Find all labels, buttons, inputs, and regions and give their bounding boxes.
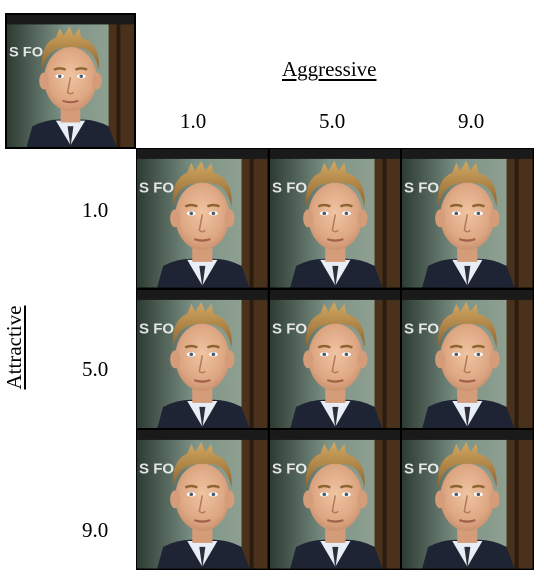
grid-cell-r1-c3 <box>402 149 533 288</box>
face-photo-icon <box>137 430 268 569</box>
reference-face-image <box>5 13 136 149</box>
grid-cell-r1-c1 <box>137 149 268 288</box>
y-tick-1: 1.0 <box>82 198 109 222</box>
y-tick-3: 9.0 <box>82 518 109 542</box>
face-grid <box>136 148 534 570</box>
x-tick-2: 5.0 <box>319 109 346 133</box>
grid-cell-r2-c1 <box>137 290 268 429</box>
face-photo-icon <box>270 430 401 569</box>
grid-cell-r1-c2 <box>270 149 401 288</box>
x-axis-title: Aggressive <box>282 57 377 81</box>
grid-cell-r2-c3 <box>402 290 533 429</box>
face-photo-icon <box>137 290 268 429</box>
face-photo-icon <box>402 149 533 288</box>
grid-cell-r3-c1 <box>137 430 268 569</box>
x-tick-3: 9.0 <box>458 109 485 133</box>
grid-cell-r2-c2 <box>270 290 401 429</box>
face-photo-icon <box>270 290 401 429</box>
face-photo-icon <box>7 15 134 147</box>
grid-cell-r3-c3 <box>402 430 533 569</box>
face-photo-icon <box>402 290 533 429</box>
face-photo-icon <box>402 430 533 569</box>
face-photo-icon <box>270 149 401 288</box>
grid-cell-r3-c2 <box>270 430 401 569</box>
face-photo-icon <box>137 149 268 288</box>
x-tick-1: 1.0 <box>180 109 207 133</box>
y-axis-title: Attractive <box>2 305 26 390</box>
y-tick-2: 5.0 <box>82 357 109 381</box>
